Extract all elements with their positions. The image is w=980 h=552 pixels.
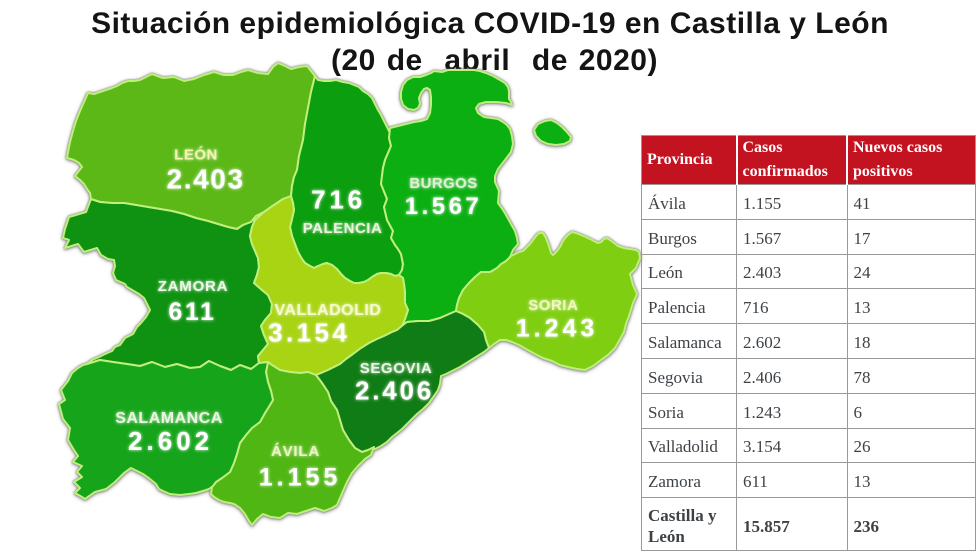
svg-text:716: 716 [311, 185, 366, 215]
svg-text:2.403: 2.403 [167, 164, 245, 195]
svg-text:SORIA: SORIA [528, 297, 578, 314]
svg-text:ÁVILA: ÁVILA [271, 443, 320, 460]
svg-text:611: 611 [168, 298, 216, 326]
svg-text:PALENCIA: PALENCIA [303, 220, 383, 237]
svg-text:VALLADOLID: VALLADOLID [274, 302, 381, 319]
svg-text:2.602: 2.602 [128, 426, 213, 456]
svg-text:1.243: 1.243 [516, 315, 599, 343]
svg-text:ZAMORA: ZAMORA [158, 278, 229, 295]
svg-text:1.155: 1.155 [259, 464, 342, 492]
svg-text:BURGOS: BURGOS [409, 175, 477, 192]
svg-text:2.406: 2.406 [355, 376, 434, 406]
svg-text:SALAMANCA: SALAMANCA [115, 410, 223, 427]
svg-text:3.154: 3.154 [268, 318, 350, 348]
svg-text:1.567: 1.567 [405, 193, 483, 220]
svg-text:SEGOVIA: SEGOVIA [360, 360, 433, 377]
svg-text:LEÓN: LEÓN [174, 146, 218, 164]
